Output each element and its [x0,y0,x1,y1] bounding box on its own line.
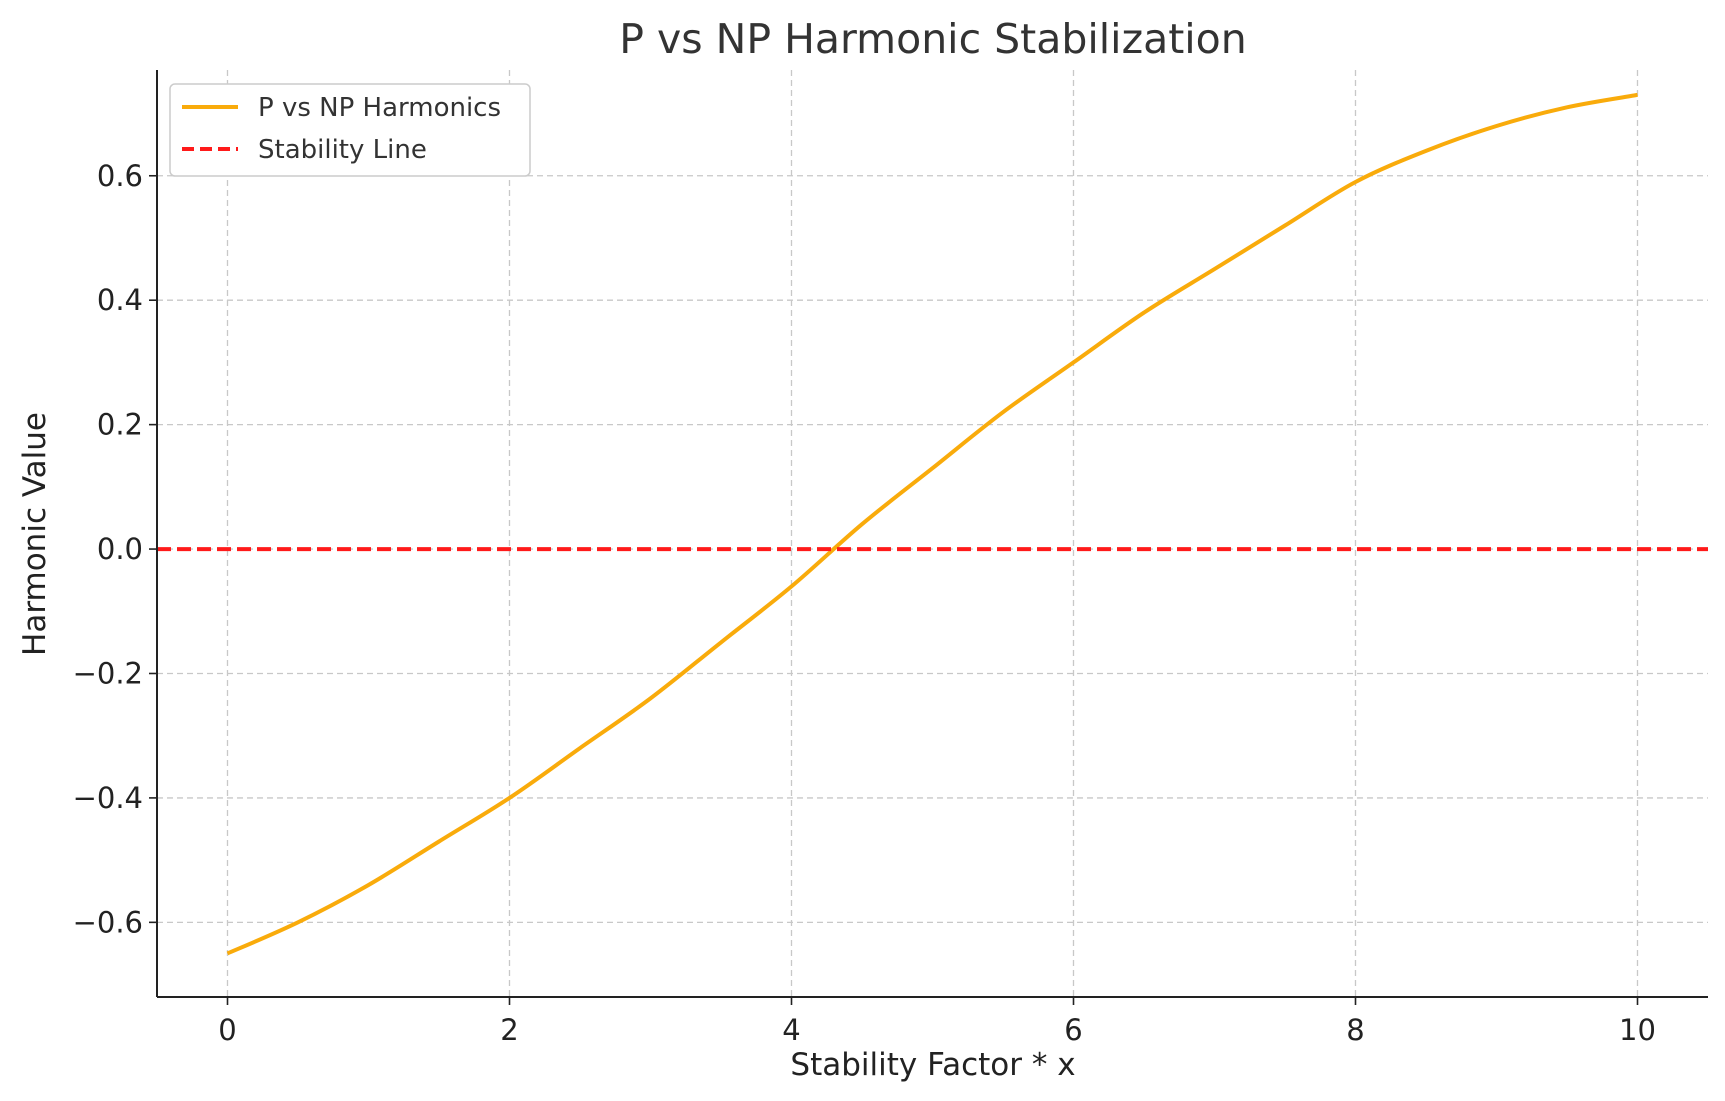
y-tick-label: −0.2 [73,656,143,690]
x-tick-label: 4 [782,1013,800,1047]
y-tick-label: 0.4 [97,283,143,317]
x-axis-ticks: 0 2 4 6 8 10 [218,997,1656,1047]
legend-label-stability: Stability Line [258,135,427,165]
y-tick-label: 0.0 [97,532,143,566]
x-tick-label: 10 [1619,1013,1656,1047]
grid-lines [157,70,1708,997]
y-tick-label: 0.2 [97,408,143,442]
y-axis-ticks: −0.6 −0.4 −0.2 0.0 0.2 0.4 0.6 [73,159,157,939]
harmonics-line [226,92,1638,956]
y-axis-label: Harmonic Value [17,412,53,656]
x-tick-label: 2 [500,1013,518,1047]
x-tick-label: 0 [218,1013,236,1047]
plot-series [157,92,1708,956]
chart-title: P vs NP Harmonic Stabilization [619,15,1247,63]
y-tick-label: −0.6 [73,905,143,939]
legend: P vs NP Harmonics Stability Line [169,83,531,177]
y-tick-label: 0.6 [97,159,143,193]
x-tick-label: 8 [1346,1013,1364,1047]
x-tick-label: 6 [1064,1013,1082,1047]
x-axis-label: Stability Factor * x [790,1047,1075,1083]
y-tick-label: −0.4 [73,781,143,815]
legend-label-harmonics: P vs NP Harmonics [258,93,501,123]
legend-box [169,83,531,177]
